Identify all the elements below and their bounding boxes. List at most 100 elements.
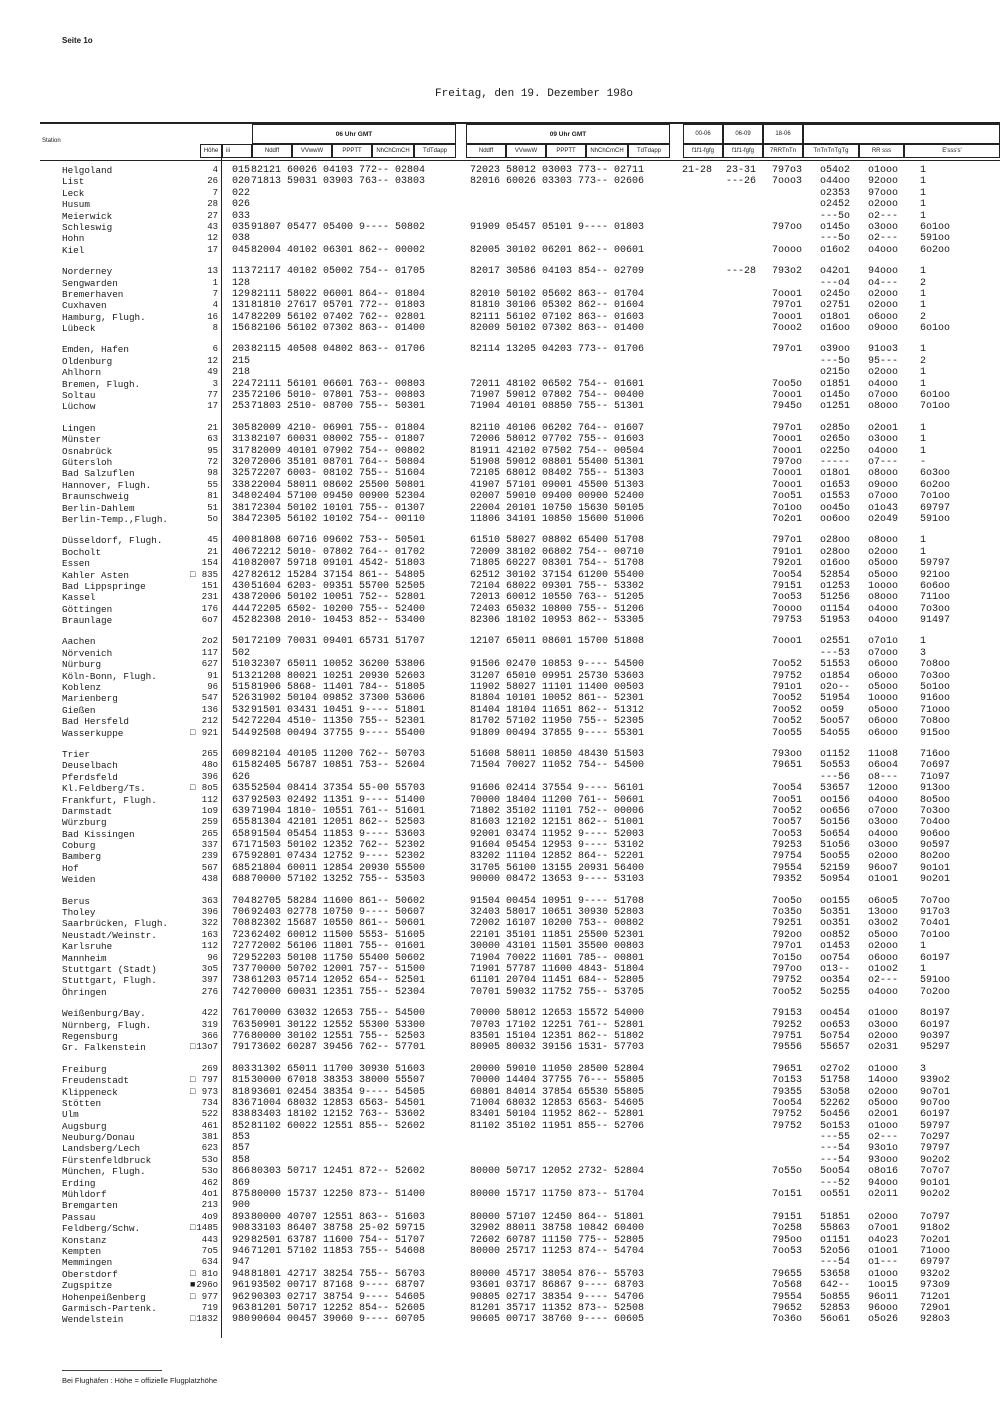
station-index: 763 xyxy=(232,1019,251,1031)
temp-extremes: oo59 xyxy=(820,704,845,716)
ground-state: 1 xyxy=(920,344,927,356)
table-row: Ahlhorn 49 218 o215o o2ooo 1 xyxy=(0,367,1000,378)
obs-09: 91506 02470 10853 9---- 54500 xyxy=(470,659,645,671)
station-index: 671 xyxy=(232,840,251,852)
temp-extremes: o2o-- xyxy=(820,682,851,694)
station-height: 269 xyxy=(201,1063,218,1074)
station-index: 685 xyxy=(232,862,251,874)
station-height: 51 xyxy=(207,502,218,513)
station-index: 035 xyxy=(232,221,251,233)
station-name: Weißenburg/Bay. xyxy=(62,1008,146,1020)
precip-snow: o2--- xyxy=(868,233,899,245)
footnote: Bei Flughäfen : Höhe = offizielle Flugpl… xyxy=(62,1376,218,1385)
obs-06: 71201 57102 11853 755-- 54608 xyxy=(251,1245,426,1257)
station-height: 397 xyxy=(201,975,218,986)
obs-09: 61101 20704 11451 684-- 52805 xyxy=(470,975,645,987)
header-06-title: 06 Uhr GMT xyxy=(252,124,456,144)
ground-state: 59797 xyxy=(920,1120,951,1132)
temp-extremes: oo656 xyxy=(820,805,851,817)
obs-06: 72109 70031 09401 65731 51707 xyxy=(251,636,426,648)
ground-state: 921oo xyxy=(920,569,951,581)
station-index: 410 xyxy=(232,558,251,570)
obs-06: 61203 05714 12052 654-- 52501 xyxy=(251,975,426,987)
table-row: Leck 7 022 o2353 97ooo 1 xyxy=(0,188,1000,199)
precip-snow: 95--- xyxy=(868,355,899,367)
ground-state: 6o6oo xyxy=(920,580,951,592)
station-name: Kiel xyxy=(62,244,85,256)
obs-09: 72013 60012 10550 763-- 51205 xyxy=(470,592,645,604)
obs-06: 51604 6203- 09351 55700 52505 xyxy=(251,580,426,592)
page-date: Freitag, den 19. Dezember 198o xyxy=(435,88,634,100)
table-row: Meierwick 27 033 ---5o o2--- 1 xyxy=(0,211,1000,222)
precip-snow: o2ooo xyxy=(868,199,899,211)
station-height: 719 xyxy=(201,1302,218,1313)
precip-tmin: 7oo51 xyxy=(772,491,803,503)
table-row: Lingen 21 305 82009 4210- 06901 755-- 01804… xyxy=(0,423,1000,434)
obs-06: 72205 6502- 10200 755-- 52400 xyxy=(251,603,426,615)
precip-snow: 92ooo xyxy=(868,176,899,188)
obs-09: 82009 50102 07302 863-- 01400 xyxy=(470,323,645,335)
station-name: Weiden xyxy=(62,874,96,886)
precip-tmin: 7oo52 xyxy=(772,716,803,728)
ground-state: 6o1oo xyxy=(920,390,951,402)
obs-06: 80000 30102 12551 755-- 52503 xyxy=(251,1030,426,1042)
temp-extremes: ---5o xyxy=(820,355,851,367)
obs-06: 02404 57100 09450 00900 52304 xyxy=(251,491,426,503)
precip-tmin: 797o1 xyxy=(772,300,803,312)
ground-state: 1 xyxy=(920,941,927,953)
obs-06: 82104 40105 11200 762-- 50703 xyxy=(251,748,426,760)
precip-snow: o5ooo xyxy=(868,682,899,694)
station-name: Emden, Hafen xyxy=(62,344,129,356)
station-index: 325 xyxy=(232,468,251,480)
ground-state: 79797 xyxy=(920,1143,951,1155)
precip-snow: o8ooo xyxy=(868,535,899,547)
precip-snow: o2o49 xyxy=(868,513,899,525)
station-group: Emden, Hafen 6 203 82115 40508 04802 863-- … xyxy=(0,344,1000,412)
table-row: Frankfurt, Flugh. 112 637 92503 02492 11351… xyxy=(0,795,1000,806)
table-row: Saarbrücken, Flugh. 322 708 82302 15687 105… xyxy=(0,918,1000,929)
precip-snow: o1oo1 xyxy=(868,874,899,886)
station-height: 21 xyxy=(207,422,218,433)
station-name: Marienberg xyxy=(62,693,118,705)
precip-tmin: 7oo51 xyxy=(772,794,803,806)
precip-snow: o2--- xyxy=(868,1132,899,1144)
precip-snow: o2ooo xyxy=(868,941,899,953)
temp-extremes: 52853 xyxy=(820,1302,851,1314)
temp-extremes: 56o61 xyxy=(820,1314,851,1326)
obs-09: 71904 70022 11601 785-- 00801 xyxy=(470,952,645,964)
ground-state: 7o797 xyxy=(920,1211,951,1223)
station-height: 8 xyxy=(212,323,218,334)
table-row: Norderney 13 113 72117 40102 05002 754-- 01… xyxy=(0,266,1000,277)
table-row: München, Flugh. 53o 866 80303 50717 12451 8… xyxy=(0,1166,1000,1177)
precip-tmin: 7o36o xyxy=(772,1314,803,1326)
ground-state: 939o2 xyxy=(920,1075,951,1087)
obs-09: 11902 58027 11101 11400 00503 xyxy=(470,682,645,694)
temp-extremes: o2353 xyxy=(820,187,851,199)
station-height: 422 xyxy=(201,1008,218,1019)
table-row: Nürburg 627 510 32307 65011 10052 36200 538… xyxy=(0,659,1000,670)
temp-extremes: 52159 xyxy=(820,862,851,874)
ground-state: 6o2oo xyxy=(920,244,951,256)
station-name: Hof xyxy=(62,862,79,874)
station-index: 020 xyxy=(232,176,251,188)
precip-snow: o6ooo xyxy=(868,311,899,323)
station-name: Meierwick xyxy=(62,210,113,222)
station-height: 28 xyxy=(207,199,218,210)
precip-tmin: 7oo54 xyxy=(772,569,803,581)
precip-tmin: 79151 xyxy=(772,580,803,592)
station-index: 544 xyxy=(232,727,251,739)
obs-06: 90604 00457 39060 9---- 60705 xyxy=(251,1314,426,1326)
station-name: Bad Lippspringe xyxy=(62,580,146,592)
obs-06: 90303 02717 38754 9---- 54605 xyxy=(251,1291,426,1303)
obs-09: 90000 08472 13653 9---- 53103 xyxy=(470,874,645,886)
station-index: 655 xyxy=(232,817,251,829)
table-row: Bamberg 239 675 92801 07434 12752 9---- 523… xyxy=(0,851,1000,862)
table-row: Bad Salzuflen 98 325 72207 6003- 08102 755-… xyxy=(0,468,1000,479)
ground-state: 913oo xyxy=(920,783,951,795)
station-height: 547 xyxy=(201,693,218,704)
header-period-06-09: 06-09 xyxy=(723,124,763,144)
precip-tmin: 7o35o xyxy=(772,907,803,919)
table-row: Göttingen 176 444 72205 6502- 10200 755-- 5… xyxy=(0,604,1000,615)
ground-state: 6o1oo xyxy=(920,221,951,233)
station-height: 438 xyxy=(201,874,218,885)
